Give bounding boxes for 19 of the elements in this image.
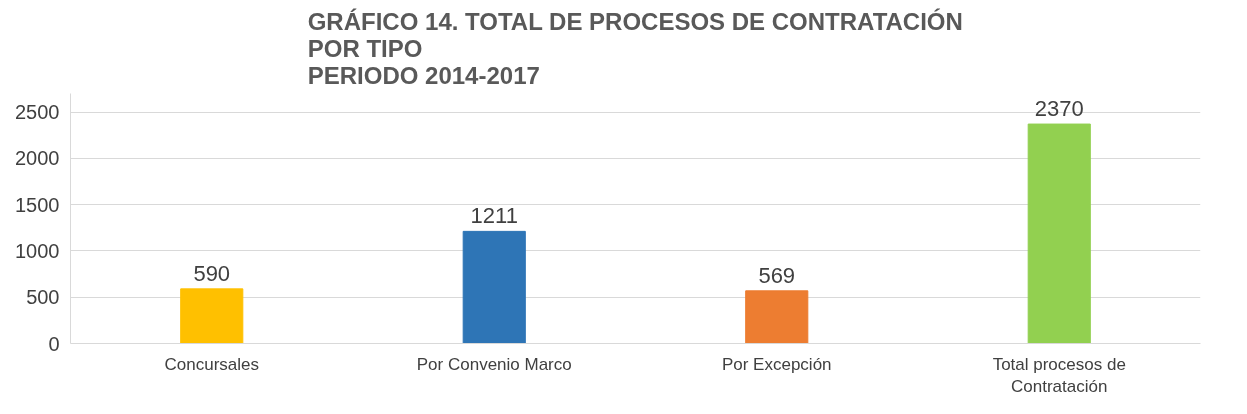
data-label: 2370 <box>1034 96 1084 122</box>
x-tick-label: Concursales <box>164 354 260 374</box>
data-label: 1211 <box>470 203 518 229</box>
data-label: 590 <box>193 260 231 286</box>
data-label: 569 <box>758 262 796 288</box>
bar <box>1027 123 1091 344</box>
y-tick-label: 0 <box>48 332 60 355</box>
x-tick-label: Por Convenio Marco <box>416 354 572 374</box>
y-tick-label: 1000 <box>15 239 60 262</box>
y-tick-label: 500 <box>26 286 60 309</box>
bar <box>745 290 809 344</box>
y-tick-label: 2000 <box>15 147 60 170</box>
bar <box>180 288 244 344</box>
x-tick-label: Total procesos de Contratación <box>992 354 1126 397</box>
chart-title: GRÁFICO 14. TOTAL DE PROCESOS DE CONTRATACIÓN POR TIPO PERIODO 2014-2017 <box>307 7 963 89</box>
y-tick-label: 2500 <box>15 101 60 124</box>
bar <box>462 230 526 344</box>
y-tick-label: 1500 <box>15 193 60 216</box>
x-tick-label: Por Excepción <box>721 354 832 374</box>
